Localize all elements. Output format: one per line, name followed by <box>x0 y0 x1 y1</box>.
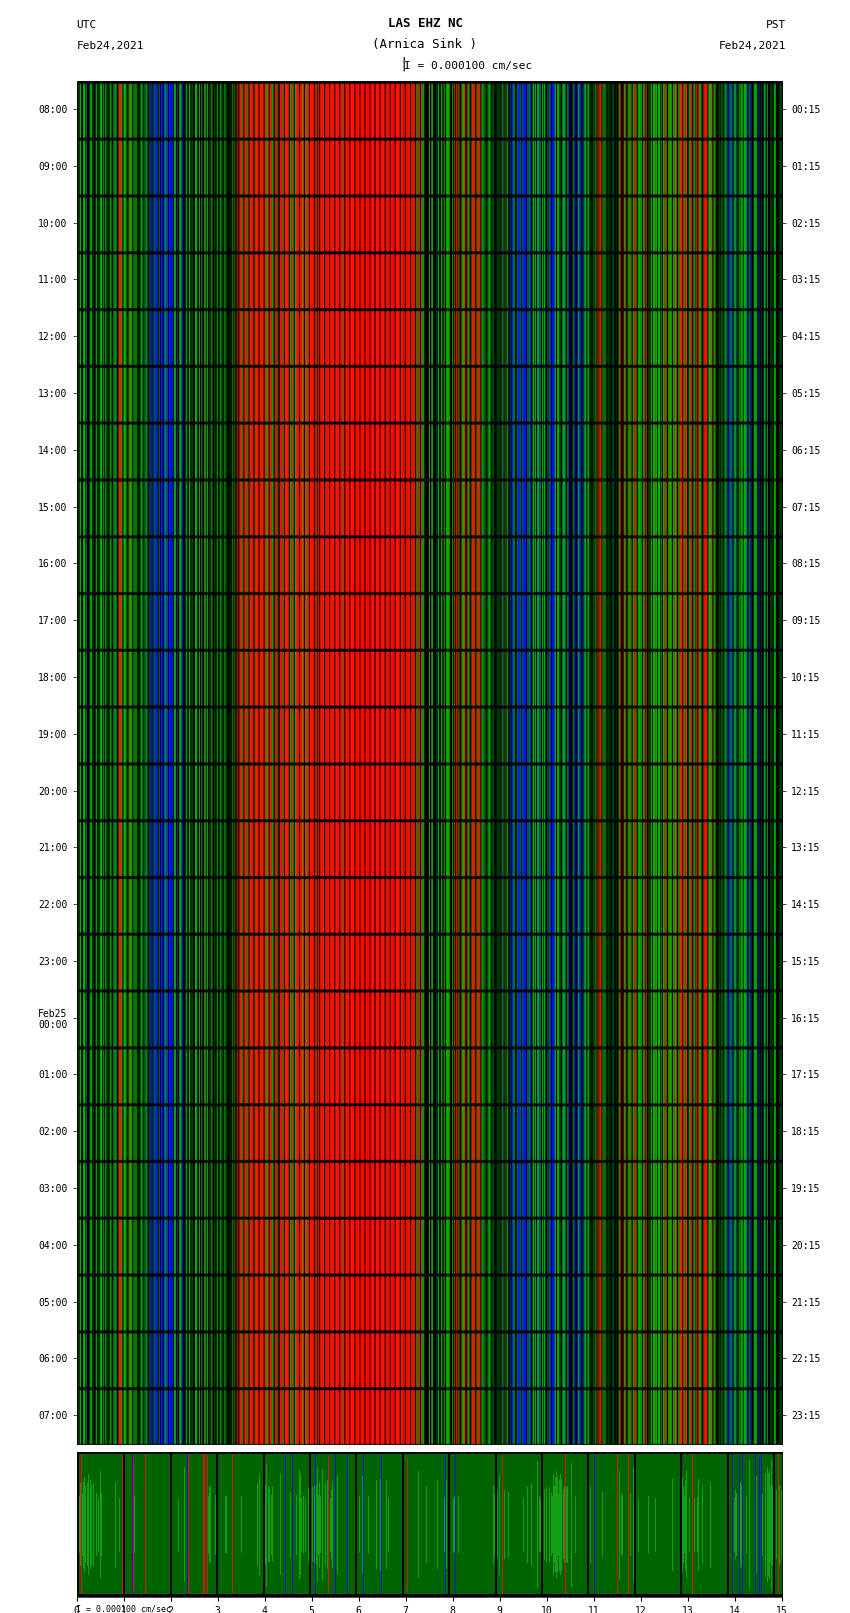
Text: LAS EHZ NC: LAS EHZ NC <box>388 18 462 31</box>
Text: I = 0.000100 cm/sec: I = 0.000100 cm/sec <box>404 61 532 71</box>
Text: Feb24,2021: Feb24,2021 <box>76 42 144 52</box>
Text: UTC: UTC <box>76 19 97 31</box>
Text: Feb24,2021: Feb24,2021 <box>719 42 786 52</box>
Text: |: | <box>400 56 408 71</box>
Text: (Arnica Sink ): (Arnica Sink ) <box>372 39 478 52</box>
Text: I = 0.000100 cm/sec: I = 0.000100 cm/sec <box>76 1605 172 1613</box>
Text: PST: PST <box>766 19 786 31</box>
